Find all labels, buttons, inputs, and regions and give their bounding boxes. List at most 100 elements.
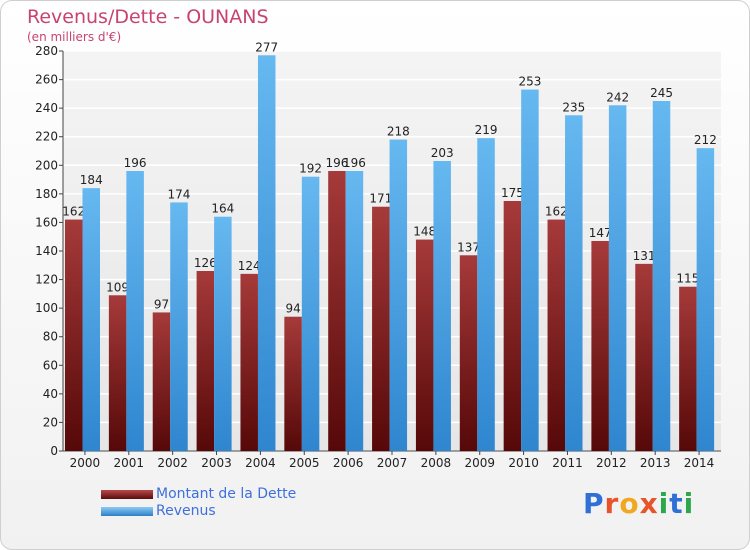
value-label-revenus: 212 — [694, 133, 717, 147]
value-label-revenus: 174 — [168, 187, 191, 201]
bar-revenus — [126, 171, 144, 451]
value-label-dette: 126 — [194, 256, 217, 270]
x-tick-label: 2012 — [596, 456, 627, 470]
bar-dette — [503, 201, 522, 451]
value-label-revenus: 196 — [343, 156, 366, 170]
bar-dette — [635, 263, 653, 451]
value-label-revenus: 242 — [606, 90, 629, 104]
x-tick-label: 2002 — [157, 456, 188, 470]
logo-letter: t — [669, 487, 684, 520]
value-label-dette: 147 — [589, 226, 612, 240]
x-tick-label: 2011 — [552, 456, 583, 470]
value-label-revenus: 219 — [475, 123, 498, 137]
x-tick-label: 2009 — [464, 456, 495, 470]
logo-letter: x — [639, 487, 659, 520]
y-tick-label: 240 — [35, 101, 58, 115]
value-label-revenus: 253 — [518, 75, 541, 89]
bar-dette — [679, 286, 697, 451]
x-tick-label: 2000 — [70, 456, 101, 470]
y-tick-label: 140 — [35, 244, 58, 258]
value-label-revenus: 196 — [124, 156, 147, 170]
value-label-dette: 94 — [285, 302, 300, 316]
value-label-revenus: 164 — [211, 202, 234, 216]
value-label-dette: 162 — [545, 205, 568, 219]
bar-dette — [284, 316, 302, 451]
value-label-dette: 124 — [238, 259, 261, 273]
value-label-revenus: 203 — [431, 146, 454, 160]
logo-letter: i — [658, 487, 670, 520]
bar-revenus — [301, 176, 320, 451]
value-label-dette: 97 — [154, 297, 169, 311]
bar-revenus — [565, 115, 583, 452]
value-label-dette: 162 — [62, 205, 85, 219]
bar-revenus — [433, 161, 451, 451]
bar-revenus — [477, 138, 495, 451]
value-label-dette: 115 — [676, 272, 699, 286]
bar-revenus — [214, 216, 232, 451]
value-label-dette: 175 — [501, 186, 524, 200]
value-label-revenus: 245 — [650, 86, 673, 100]
y-tick-label: 180 — [35, 187, 58, 201]
value-label-dette: 137 — [457, 240, 480, 254]
x-tick-label: 2003 — [201, 456, 232, 470]
y-tick-label: 80 — [43, 330, 58, 344]
value-label-revenus: 192 — [299, 162, 322, 176]
x-tick-label: 2004 — [245, 456, 276, 470]
legend-swatch-dette — [101, 490, 153, 499]
bar-dette — [547, 219, 566, 451]
bar-revenus — [608, 105, 627, 452]
bar-dette — [591, 241, 609, 451]
x-tick-label: 2014 — [684, 456, 715, 470]
y-tick-label: 0 — [50, 444, 58, 458]
bar-dette — [196, 271, 215, 451]
y-tick-label: 200 — [35, 158, 58, 172]
x-tick-label: 2008 — [421, 456, 452, 470]
bar-dette — [328, 171, 346, 451]
bar-dette — [459, 255, 478, 451]
bar-revenus — [521, 89, 539, 452]
x-tick-label: 2006 — [333, 456, 364, 470]
bar-revenus — [652, 101, 671, 451]
chart-title: Revenus/Dette - OUNANS — [27, 6, 269, 28]
x-tick-label: 2005 — [289, 456, 320, 470]
x-tick-label: 2001 — [114, 456, 145, 470]
bar-dette — [108, 295, 127, 451]
logo-letter: r — [604, 487, 620, 520]
value-label-revenus: 218 — [387, 125, 410, 139]
y-tick-label: 160 — [35, 215, 58, 229]
value-label-dette: 196 — [325, 156, 348, 170]
legend-label-dette: Montant de la Dette — [156, 486, 297, 502]
bar-revenus — [257, 55, 276, 452]
y-tick-label: 260 — [35, 73, 58, 87]
value-label-dette: 131 — [633, 249, 656, 263]
value-label-revenus: 235 — [562, 100, 585, 114]
logo-letter: i — [683, 487, 695, 520]
y-tick-label: 220 — [35, 130, 58, 144]
bar-revenus — [389, 139, 408, 452]
bar-dette — [372, 206, 390, 451]
bar-revenus — [345, 171, 364, 451]
proxiti-logo: Proxiti — [583, 487, 694, 520]
y-tick-label: 120 — [35, 273, 58, 287]
y-tick-label: 40 — [43, 387, 58, 401]
chart-subtitle: (en milliers d'€) — [27, 30, 122, 44]
legend-swatch-revenus — [101, 507, 153, 516]
bar-dette — [240, 273, 258, 451]
bar-dette — [415, 239, 434, 451]
bar-dette — [65, 219, 83, 451]
value-label-dette: 171 — [369, 192, 392, 206]
x-tick-label: 2010 — [508, 456, 539, 470]
value-label-revenus: 184 — [80, 173, 103, 187]
y-tick-label: 20 — [43, 415, 58, 429]
x-tick-label: 2013 — [640, 456, 671, 470]
logo-letter: P — [583, 487, 605, 520]
y-tick-label: 60 — [43, 358, 58, 372]
bar-revenus — [696, 148, 715, 451]
logo-letter: o — [619, 487, 640, 520]
bar-revenus — [170, 202, 188, 451]
x-tick-label: 2007 — [377, 456, 408, 470]
bar-revenus — [82, 188, 100, 451]
bar-dette — [152, 312, 171, 451]
